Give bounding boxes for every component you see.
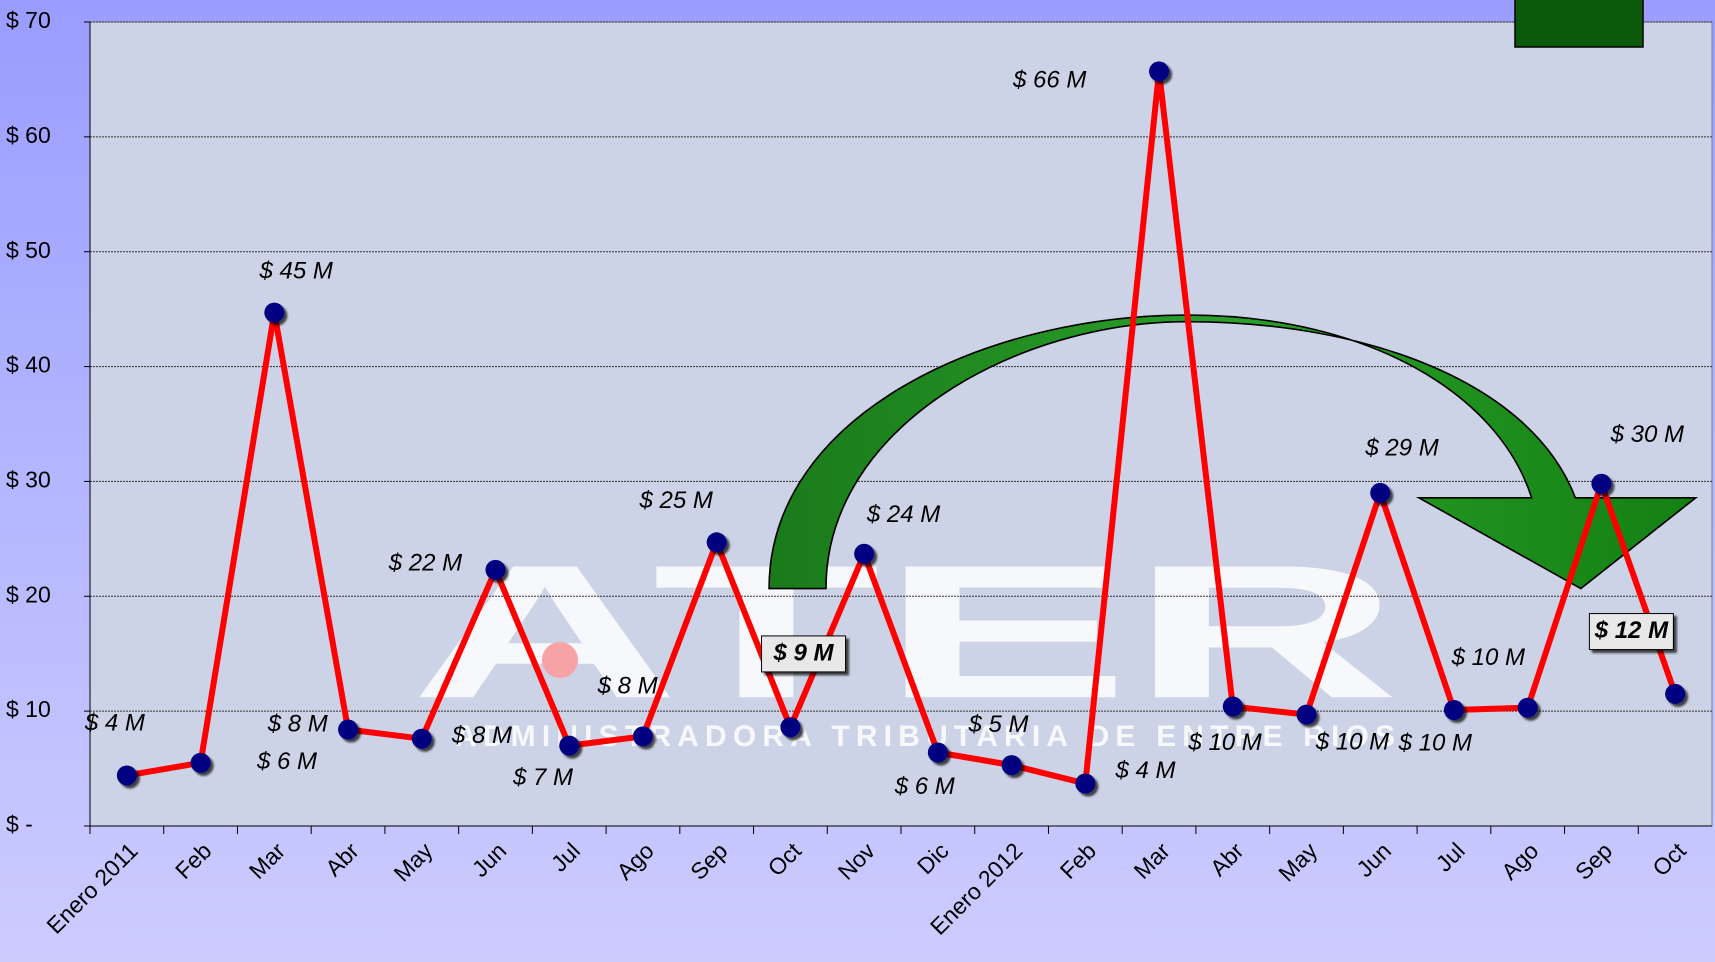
marker	[854, 544, 874, 564]
y-tick-label: $ 50	[6, 237, 51, 263]
marker	[780, 717, 800, 737]
marker	[1002, 755, 1022, 775]
marker	[117, 765, 137, 785]
marker	[1370, 483, 1390, 503]
green-box	[1515, 0, 1643, 47]
value-label: $ 6 M	[256, 748, 317, 775]
value-label: $ 45 M	[259, 257, 333, 284]
watermark-dot	[542, 642, 578, 678]
value-label: $ 66 M	[1012, 67, 1086, 94]
marker	[1075, 774, 1095, 794]
y-tick-label: $ 10	[6, 696, 51, 722]
marker	[1444, 700, 1464, 720]
value-label: $ 8 M	[597, 673, 658, 700]
value-label: $ 10 M	[1315, 728, 1389, 755]
value-label: $ 10 M	[1187, 729, 1261, 756]
value-label: $ 30 M	[1610, 421, 1684, 448]
value-label: $ 6 M	[894, 773, 955, 800]
value-label: $ 9 M	[773, 639, 835, 666]
marker	[486, 560, 506, 580]
marker	[1591, 474, 1611, 494]
value-label: $ 4 M	[84, 709, 145, 736]
y-tick-label: $ 20	[6, 581, 51, 607]
marker	[1518, 698, 1538, 718]
value-label: $ 4 M	[1114, 757, 1175, 784]
marker	[412, 729, 432, 749]
value-label: $ 8 M	[267, 710, 328, 737]
value-label: $ 29 M	[1364, 434, 1438, 461]
marker	[1149, 61, 1169, 81]
y-tick-label: $ 40	[6, 352, 51, 378]
chart: ATER ADMINISTRADORA TRIBUTARIA DE ENTRE …	[0, 0, 1715, 962]
marker	[707, 532, 727, 552]
marker	[1665, 684, 1685, 704]
marker	[928, 742, 948, 762]
y-tick-label: $ 60	[6, 122, 51, 148]
value-label: $ 10 M	[1451, 644, 1525, 671]
y-tick-label: $ 30	[6, 467, 51, 493]
value-label: $ 10 M	[1398, 729, 1472, 756]
marker	[191, 753, 211, 773]
marker	[338, 720, 358, 740]
y-tick-label: $ 70	[6, 7, 51, 33]
y-tick-label: $ -	[6, 811, 33, 837]
value-label: $ 24 M	[866, 501, 940, 528]
marker	[559, 736, 579, 756]
value-label: $ 22 M	[388, 550, 462, 577]
value-label: $ 8 M	[451, 722, 512, 749]
value-label: $ 12 M	[1594, 617, 1669, 644]
value-label: $ 7 M	[512, 764, 573, 791]
marker	[1223, 697, 1243, 717]
value-label: $ 5 M	[967, 711, 1028, 738]
marker	[264, 303, 284, 323]
marker	[633, 726, 653, 746]
value-label: $ 25 M	[639, 487, 713, 514]
marker	[1297, 705, 1317, 725]
